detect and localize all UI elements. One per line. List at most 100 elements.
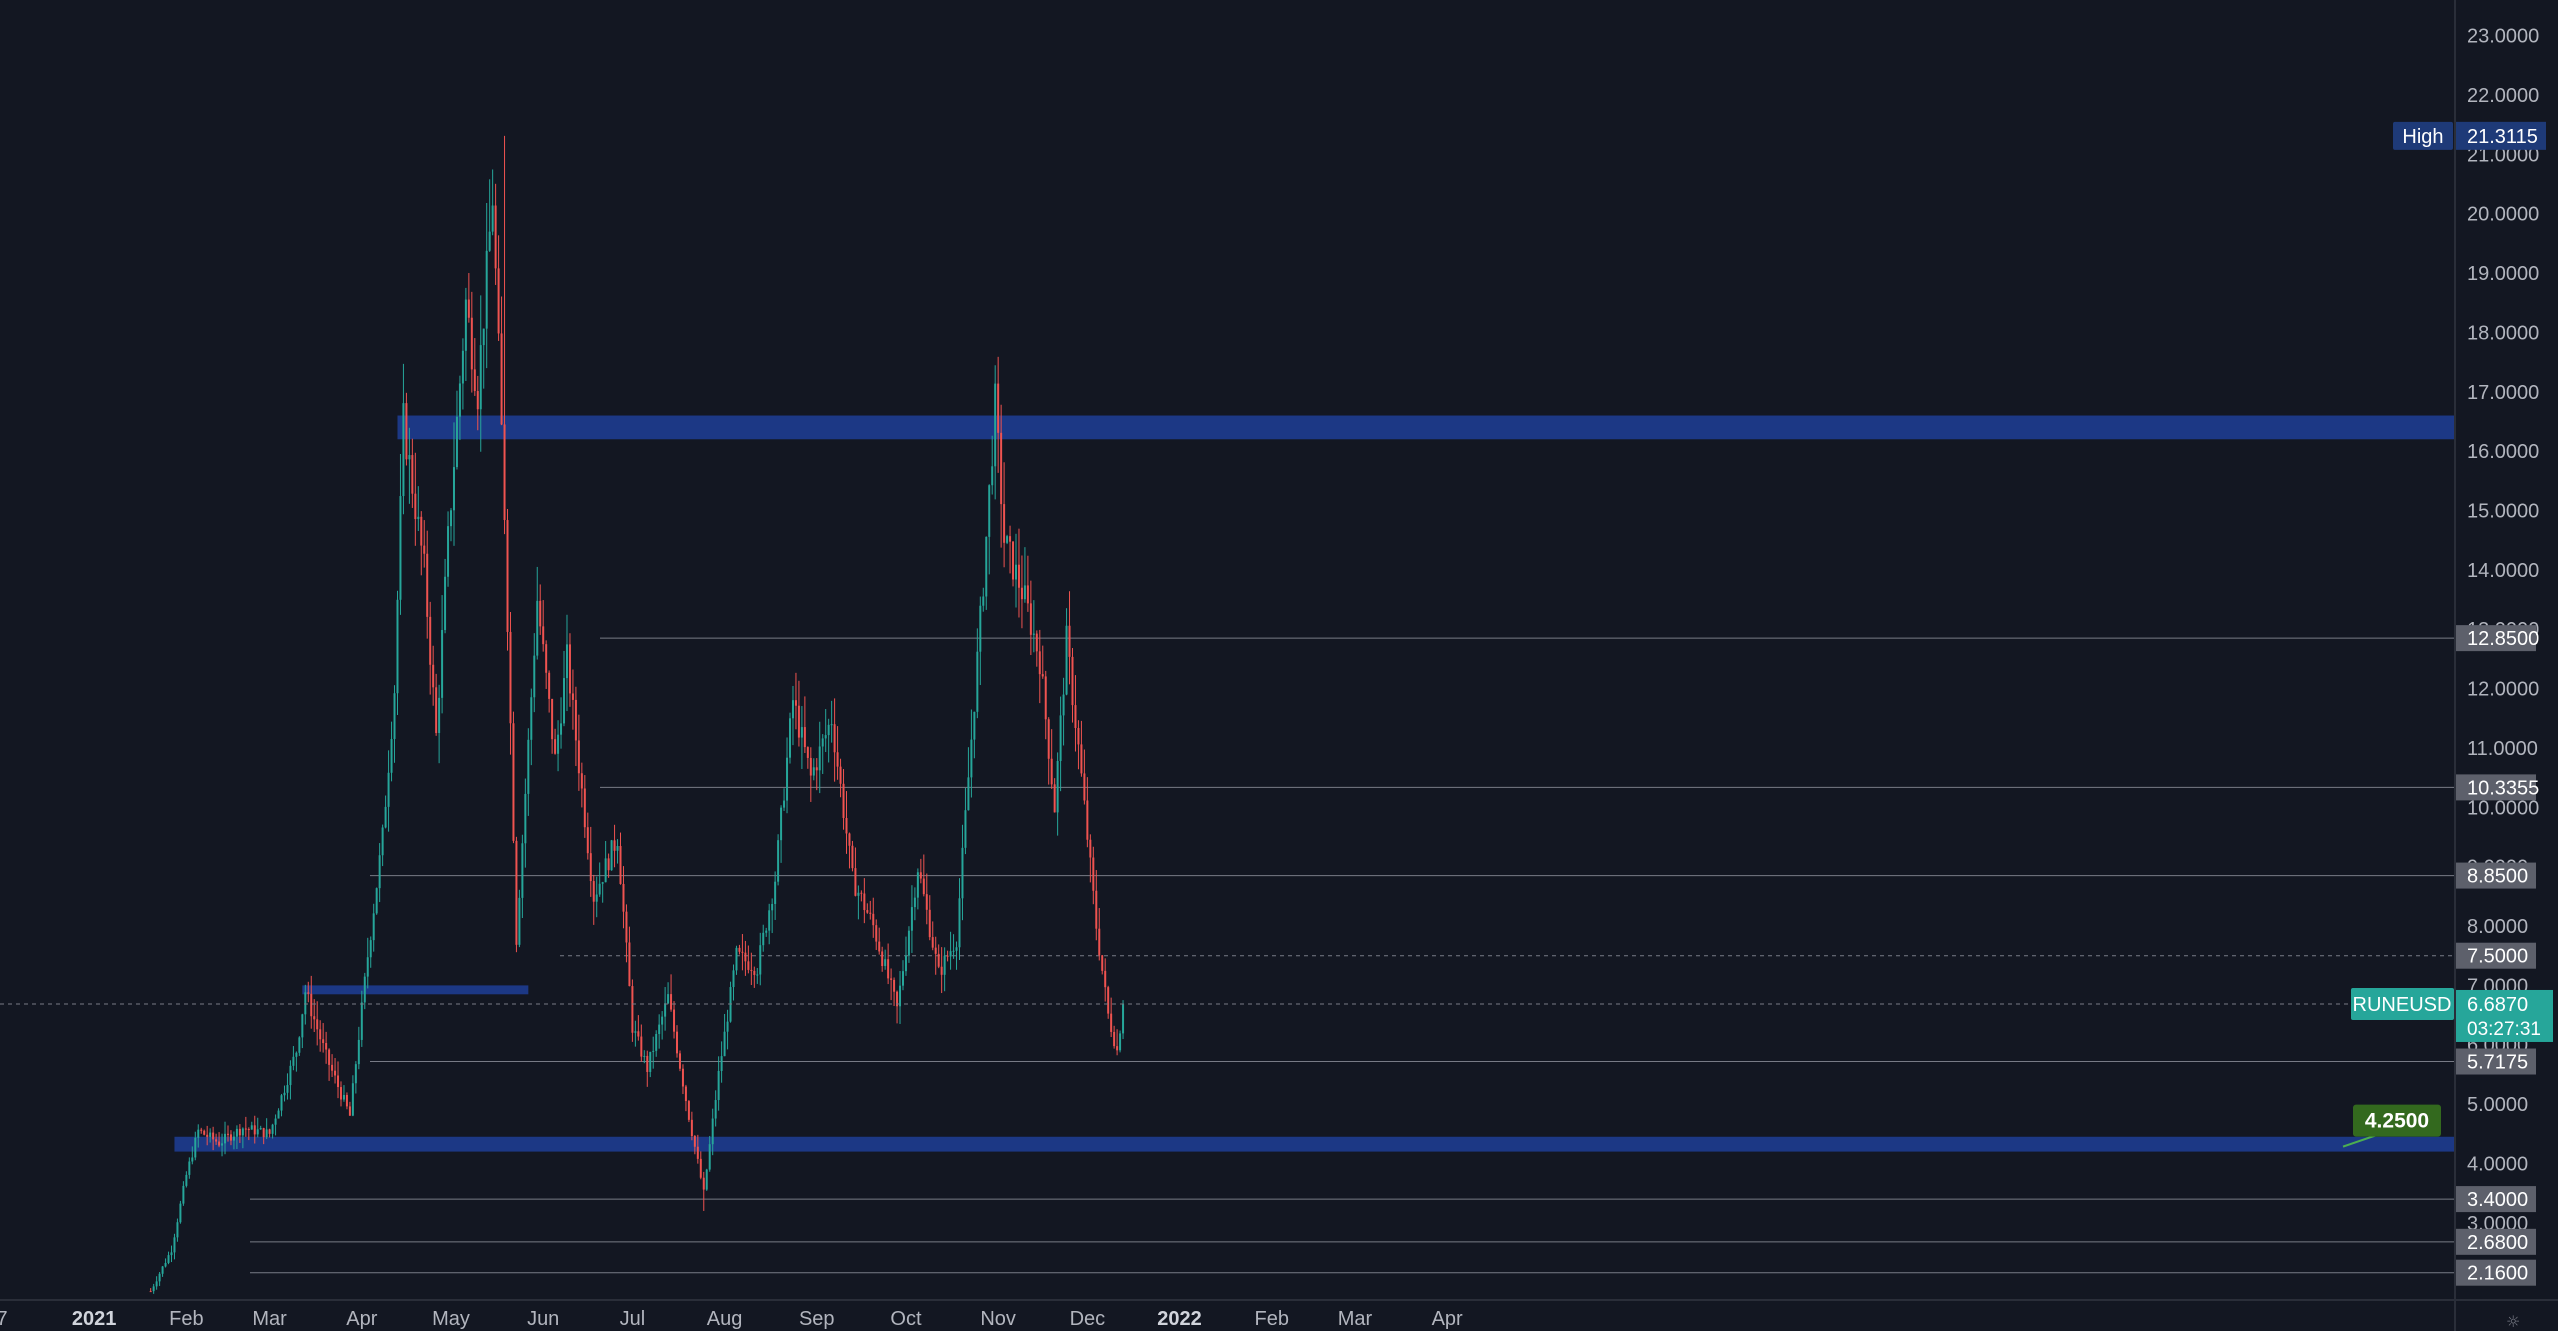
settings-gear-icon[interactable]: ☼	[2506, 1312, 2520, 1331]
level-tag-box	[2456, 862, 2536, 889]
candle-body	[872, 913, 875, 926]
candle-body	[176, 1222, 179, 1238]
candle-body	[375, 888, 378, 914]
level-tags-layer: 12.8500 10.3355 8.8500 7.5000 5.7175 3.4000 2.…	[2456, 625, 2539, 1286]
candle-body	[988, 485, 991, 537]
candle-body	[732, 970, 735, 988]
candle-body	[661, 1016, 664, 1025]
candle-body	[571, 693, 574, 700]
support-resistance-zone[interactable]	[397, 415, 2456, 440]
candle-body	[994, 383, 997, 467]
candle-body	[1012, 541, 1015, 580]
candle-body	[435, 687, 438, 733]
candle-body	[191, 1157, 194, 1162]
candle-body	[842, 783, 845, 818]
level-tag-box	[2456, 774, 2536, 801]
time-tick-label: Dec	[1070, 1308, 1106, 1330]
candle-body	[958, 898, 961, 948]
candle-body	[931, 937, 934, 948]
candle-body	[1006, 536, 1009, 543]
candle-body	[860, 892, 863, 894]
candle-body	[1104, 970, 1107, 988]
candle-body	[473, 369, 476, 392]
candle-body	[1062, 694, 1065, 716]
candle-body	[622, 883, 625, 912]
candle-body	[1038, 651, 1041, 675]
candle-body	[277, 1110, 280, 1119]
price-tick-label: 22.0000	[2467, 85, 2539, 107]
candle-body	[765, 930, 768, 933]
candle-body	[1009, 536, 1012, 542]
candle-body	[503, 424, 506, 521]
candle-body	[794, 700, 797, 706]
candle-body	[429, 616, 432, 665]
candle-body	[1101, 955, 1104, 971]
candle-body	[580, 773, 583, 789]
candle-body	[952, 950, 955, 952]
candle-body	[631, 986, 634, 1033]
candle-body	[458, 383, 461, 417]
candle-body	[328, 1049, 331, 1065]
candle-body	[188, 1161, 191, 1175]
candle-body	[759, 945, 762, 975]
candle-body	[806, 747, 809, 758]
candle-body	[922, 878, 925, 895]
level-tag-label: 12.8500	[2467, 628, 2539, 650]
candle-body	[563, 678, 566, 724]
candle-body	[598, 883, 601, 895]
price-tick-label: 19.0000	[2467, 263, 2539, 285]
candle-body	[771, 903, 774, 911]
candle-body	[783, 800, 786, 808]
candle-body	[637, 1031, 640, 1037]
candle-body	[408, 455, 411, 460]
level-tag-box	[2456, 1228, 2536, 1255]
candle-body	[881, 951, 884, 967]
price-tick-label: 11.0000	[2467, 738, 2538, 760]
candle-body	[907, 930, 910, 956]
price-tick-label: 16.0000	[2467, 441, 2539, 463]
candle-body	[756, 974, 759, 976]
level-tag-box	[2456, 1259, 2536, 1286]
symbol-price-tag[interactable]: RUNEUSD 6.6870 03:27:31	[2351, 987, 2553, 1042]
time-tick-label: Feb	[1254, 1308, 1288, 1330]
level-tag-box	[2456, 1186, 2536, 1213]
candle-body	[283, 1092, 286, 1096]
candle-body	[899, 985, 902, 1007]
candle-body	[390, 739, 393, 773]
candle-body	[307, 992, 310, 994]
time-axis[interactable]: 7 2021 Feb Mar Apr May Jun Jul Aug Sep Oct Nov Dec 20…	[0, 1308, 1463, 1330]
time-tick-label: 2022	[1157, 1308, 1202, 1330]
candle-body	[235, 1128, 238, 1137]
level-tag-box	[2456, 942, 2536, 969]
candle-body	[667, 994, 670, 1004]
candle-body	[791, 700, 794, 719]
candle-body	[681, 1068, 684, 1087]
candle-body	[649, 1051, 652, 1072]
target-price-tag[interactable]: 4.2500	[2342, 1104, 2441, 1148]
candle-body	[869, 912, 872, 914]
candle-body	[1053, 784, 1056, 813]
candle-body	[634, 1031, 637, 1033]
candle-body	[426, 553, 429, 617]
candle-body	[940, 966, 943, 975]
candle-body	[1077, 728, 1080, 745]
level-tag-label: 3.4000	[2467, 1189, 2528, 1211]
support-resistance-zone[interactable]	[174, 1136, 2456, 1152]
support-resistance-zone[interactable]	[302, 985, 529, 995]
candle-body	[244, 1128, 247, 1130]
candle-body	[509, 631, 512, 724]
candle-body	[554, 739, 557, 754]
candle-body	[155, 1281, 158, 1287]
time-tick-label: 2021	[72, 1308, 117, 1330]
candle-body	[809, 757, 812, 776]
candle-body	[423, 545, 426, 554]
candle-body	[1017, 564, 1020, 588]
candle-body	[1086, 800, 1089, 840]
candle-body	[304, 992, 307, 1015]
candle-body	[268, 1129, 271, 1134]
candle-body	[560, 723, 563, 735]
candle-body	[1050, 758, 1053, 785]
candle-body	[1068, 625, 1071, 657]
candle-body	[643, 1055, 646, 1057]
